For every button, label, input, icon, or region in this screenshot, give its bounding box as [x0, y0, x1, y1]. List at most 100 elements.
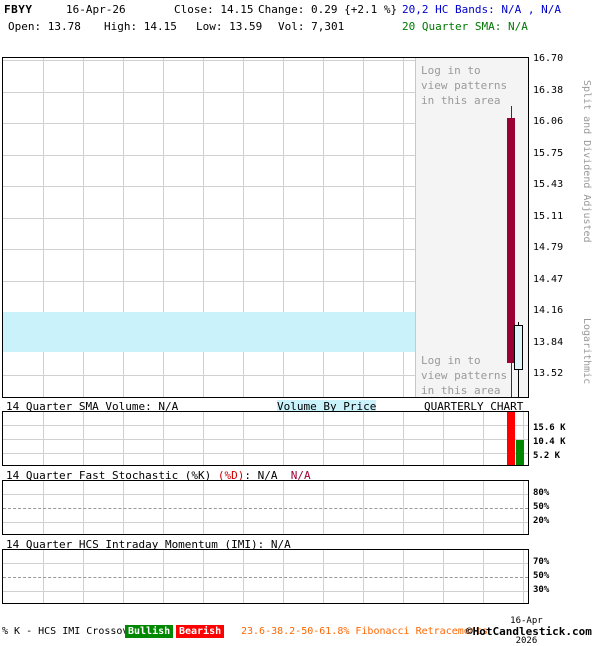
volume-bar-down — [507, 412, 515, 465]
gridline-vertical — [523, 481, 524, 534]
gridline-vertical — [123, 550, 124, 603]
gridline-vertical — [163, 550, 164, 603]
gridline-vertical — [123, 58, 124, 397]
gridline-vertical — [443, 412, 444, 465]
brand-watermark: ©HotCandlestick.com — [466, 625, 592, 638]
gridline-vertical — [363, 550, 364, 603]
price-axis-tick: 14.47 — [533, 274, 564, 285]
price-axis-tick: 16.38 — [533, 85, 564, 96]
gridline-vertical — [203, 412, 204, 465]
gridline-vertical — [203, 58, 204, 397]
gridline-vertical — [483, 550, 484, 603]
stochastic-axis-tick: 20% — [533, 516, 550, 526]
gridline-horizontal — [3, 249, 528, 250]
stochastic-title-k: 14 Quarter Fast Stochastic (%K) — [6, 469, 218, 482]
gridline-vertical — [363, 58, 364, 397]
price-axis-tick: 16.06 — [533, 116, 564, 127]
gridline-vertical — [243, 550, 244, 603]
imi-crossover-label: % K - HCS IMI Crossover, — [2, 626, 147, 637]
gridline-vertical — [283, 550, 284, 603]
imi-axis-tick: 70% — [533, 557, 550, 567]
gridline-vertical — [283, 58, 284, 397]
gridline-vertical — [403, 550, 404, 603]
bearish-badge[interactable]: Bearish — [176, 625, 225, 638]
imi-midline — [3, 577, 528, 578]
axis-label-logarithmic: Logarithmic — [581, 318, 592, 385]
imi-axis-tick: 30% — [533, 585, 550, 595]
gridline-horizontal — [3, 186, 528, 187]
imi-axis-tick: 50% — [533, 571, 550, 581]
gridline-vertical — [363, 481, 364, 534]
volume-by-price-label: Volume By Price — [277, 400, 377, 413]
gridline-vertical — [83, 550, 84, 603]
gridline-vertical — [243, 412, 244, 465]
volume-axis-tick: 5.2 K — [533, 451, 561, 461]
close-price: Close: 14.15 — [174, 3, 254, 16]
gridline-vertical — [243, 481, 244, 534]
stochastic-chart-panel[interactable] — [2, 480, 529, 535]
price-change: Change: 0.29 {+2.1 %} — [258, 3, 398, 16]
gridline-horizontal — [3, 494, 528, 495]
ticker-symbol: FBYY — [4, 3, 33, 16]
login-overlay-bottom-text: Log in to view patterns in this area — [421, 354, 508, 397]
price-axis-tick: 14.79 — [533, 242, 564, 253]
gridline-horizontal — [3, 218, 528, 219]
volume-by-price-bar — [507, 118, 515, 363]
login-overlay-bottom[interactable] — [415, 354, 528, 397]
gridline-horizontal — [3, 439, 528, 440]
volume-chart-panel[interactable] — [2, 411, 529, 466]
fibonacci-label: 23.6-38.2-50-61.8% Fibonacci Retracement… — [241, 626, 488, 637]
volume-panel-title: 14 Quarter SMA Volume: N/A — [6, 400, 179, 413]
login-overlay-top-text: Log in to view patterns in this area — [421, 64, 508, 107]
price-chart-panel[interactable]: Log in to view patterns in this area Log… — [2, 57, 529, 398]
gridline-vertical — [123, 481, 124, 534]
date-axis-line1: 16-Apr — [510, 616, 543, 626]
stochastic-title-d: (%D) — [217, 469, 245, 482]
gridline-horizontal — [3, 563, 528, 564]
gridline-horizontal — [3, 92, 528, 93]
imi-chart-panel[interactable] — [2, 549, 529, 604]
high-price: High: 14.15 — [104, 20, 177, 33]
stochastic-axis-tick: 80% — [533, 488, 550, 498]
gridline-vertical — [163, 58, 164, 397]
gridline-horizontal — [3, 155, 528, 156]
gridline-horizontal — [3, 60, 528, 61]
volume-value: Vol: 7,301 — [278, 20, 345, 33]
stochastic-title-k-val: : N/A — [244, 469, 291, 482]
gridline-vertical — [323, 412, 324, 465]
price-axis-tick: 15.75 — [533, 148, 564, 159]
gridline-horizontal — [3, 123, 528, 124]
price-axis-tick: 15.11 — [533, 211, 564, 222]
chart-footer: % K - HCS IMI Crossover, Bullish Bearish… — [0, 624, 600, 640]
gridline-horizontal — [3, 522, 528, 523]
gridline-vertical — [323, 481, 324, 534]
volume-axis-tick: 15.6 K — [533, 423, 566, 433]
gridline-vertical — [523, 550, 524, 603]
gridline-vertical — [523, 412, 524, 465]
quarterly-chart-label: QUARTERLY CHART — [424, 400, 524, 413]
hc-bands-label: 20,2 HC Bands: N/A , N/A — [402, 3, 561, 16]
gridline-vertical — [43, 550, 44, 603]
gridline-vertical — [243, 58, 244, 397]
gridline-vertical — [163, 412, 164, 465]
price-axis-tick: 16.70 — [533, 53, 564, 64]
stochastic-title-d-val: N/A — [290, 469, 311, 482]
bullish-badge[interactable]: Bullish — [125, 625, 174, 638]
imi-panel-title: 14 Quarter HCS Intraday Momentum (IMI): … — [6, 538, 291, 551]
gridline-vertical — [163, 481, 164, 534]
price-axis-tick: 14.16 — [533, 305, 564, 316]
price-axis-tick: 15.43 — [533, 179, 564, 190]
gridline-vertical — [483, 481, 484, 534]
stochastic-panel-title: 14 Quarter Fast Stochastic (%K) (%D): N/… — [6, 469, 311, 482]
gridline-vertical — [203, 481, 204, 534]
gridline-vertical — [403, 412, 404, 465]
open-price: Open: 13.78 — [8, 20, 81, 33]
gridline-vertical — [123, 412, 124, 465]
gridline-vertical — [43, 412, 44, 465]
gridline-vertical — [83, 481, 84, 534]
stochastic-axis-tick: 50% — [533, 502, 550, 512]
gridline-horizontal — [3, 425, 528, 426]
gridline-vertical — [403, 58, 404, 397]
candlestick-body — [514, 325, 523, 370]
gridline-vertical — [83, 412, 84, 465]
